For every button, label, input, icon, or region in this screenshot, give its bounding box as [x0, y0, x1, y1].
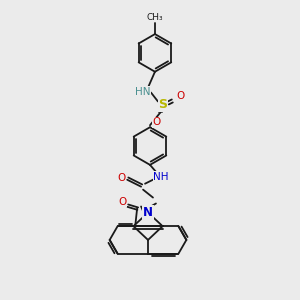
Text: HN: HN	[135, 86, 151, 97]
Text: O: O	[153, 117, 161, 127]
Text: O: O	[118, 196, 126, 206]
Text: CH₃: CH₃	[147, 13, 163, 22]
Text: N: N	[143, 206, 153, 219]
Text: NH: NH	[153, 172, 169, 182]
Text: O: O	[117, 173, 125, 183]
Text: S: S	[158, 98, 167, 111]
Text: O: O	[177, 91, 185, 100]
